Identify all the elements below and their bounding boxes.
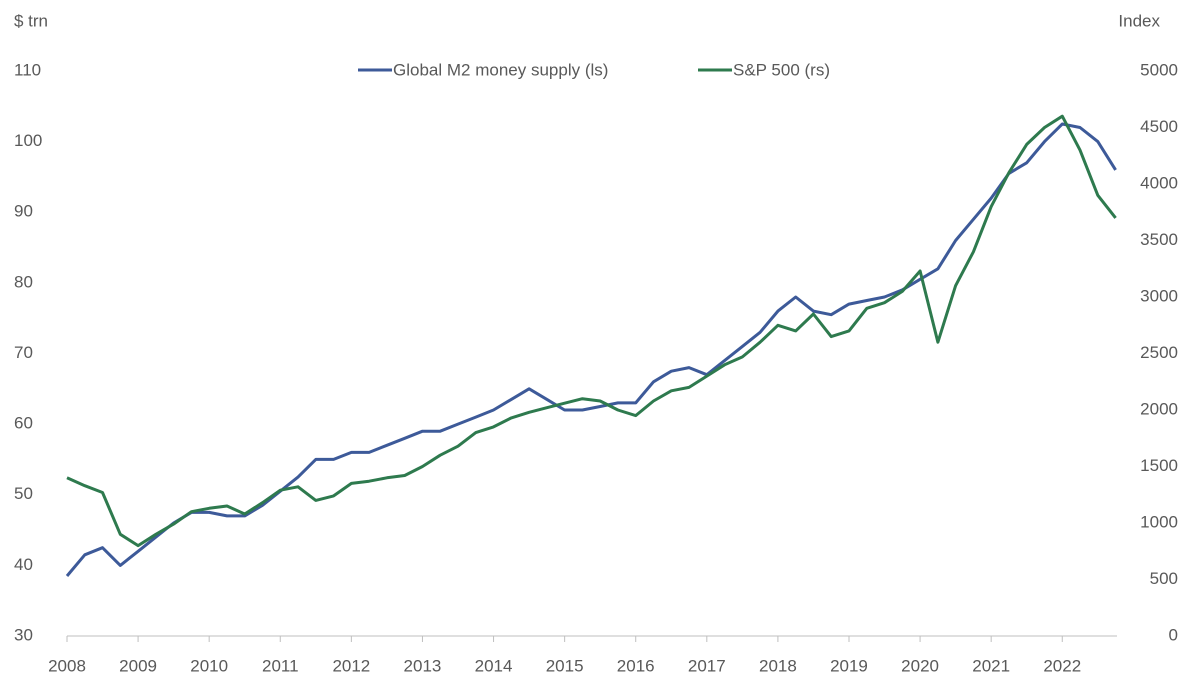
y2-tick-label: 1500 xyxy=(1140,456,1178,475)
x-tick-label: 2015 xyxy=(546,656,584,675)
x-tick-label: 2019 xyxy=(830,656,868,675)
y-tick-label: 40 xyxy=(14,555,33,574)
x-tick-label: 2009 xyxy=(119,656,157,675)
y2-tick-label: 3000 xyxy=(1140,286,1178,305)
y2-tick-label: 1000 xyxy=(1140,512,1178,531)
y-tick-label: 90 xyxy=(14,202,33,221)
x-tick-label: 2013 xyxy=(404,656,442,675)
y-tick-label: 50 xyxy=(14,484,33,503)
x-tick-label: 2022 xyxy=(1043,656,1081,675)
y-tick-label: 110 xyxy=(14,60,41,79)
y2-tick-label: 4500 xyxy=(1140,117,1178,136)
y2-tick-label: 5000 xyxy=(1140,60,1178,79)
y2-tick-label: 500 xyxy=(1150,569,1178,588)
x-tick-label: 2020 xyxy=(901,656,939,675)
x-tick-label: 2011 xyxy=(262,656,299,675)
x-tick-label: 2012 xyxy=(332,656,370,675)
y-tick-label: 100 xyxy=(14,131,42,150)
y-tick-label: 60 xyxy=(14,414,33,433)
data-line xyxy=(66,114,1117,548)
y-axis-label: $ trn xyxy=(14,11,48,30)
x-tick-label: 2017 xyxy=(688,656,726,675)
y2-axis-label: Index xyxy=(1118,11,1160,30)
x-tick-label: 2018 xyxy=(759,656,797,675)
legend-label: Global M2 money supply (ls) xyxy=(393,60,608,79)
y-tick-label: 70 xyxy=(14,343,33,362)
y2-tick-label: 2500 xyxy=(1140,343,1178,362)
x-tick-label: 2016 xyxy=(617,656,655,675)
x-tick-label: 2010 xyxy=(190,656,228,675)
y2-tick-label: 0 xyxy=(1169,625,1178,644)
legend-label: S&P 500 (rs) xyxy=(733,60,830,79)
y-tick-label: 30 xyxy=(14,625,33,644)
x-tick-label: 2008 xyxy=(48,656,86,675)
x-tick-label: 2014 xyxy=(475,656,513,675)
data-line xyxy=(65,122,1117,577)
y2-tick-label: 4000 xyxy=(1140,173,1178,192)
x-tick-label: 2021 xyxy=(972,656,1010,675)
y2-tick-label: 3500 xyxy=(1140,230,1178,249)
y-tick-label: 80 xyxy=(14,272,33,291)
y2-tick-label: 2000 xyxy=(1140,399,1178,418)
